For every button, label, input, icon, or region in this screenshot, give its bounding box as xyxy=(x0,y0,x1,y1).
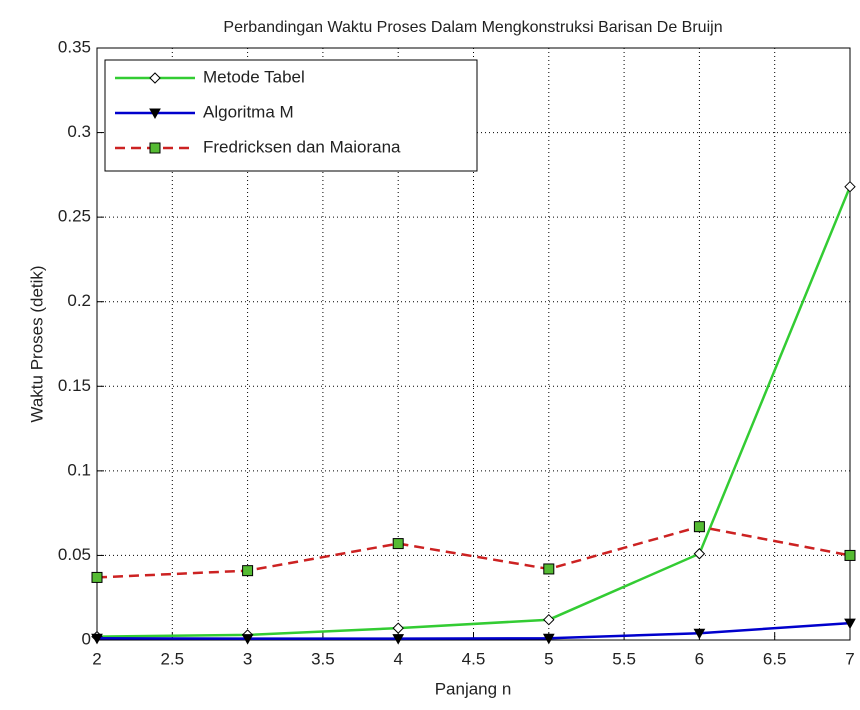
y-tick-label: 0.2 xyxy=(67,291,91,310)
marker xyxy=(92,572,102,582)
marker xyxy=(845,550,855,560)
x-tick-label: 2.5 xyxy=(160,649,184,668)
y-tick-label: 0.3 xyxy=(67,122,91,141)
y-axis-label: Waktu Proses (detik) xyxy=(27,265,46,422)
legend-marker xyxy=(150,143,160,153)
x-tick-label: 4.5 xyxy=(462,649,486,668)
x-tick-label: 5 xyxy=(544,649,553,668)
x-tick-label: 6 xyxy=(695,649,704,668)
marker xyxy=(243,566,253,576)
marker xyxy=(544,564,554,574)
legend-label: Fredricksen dan Maiorana xyxy=(203,137,401,156)
y-tick-label: 0.15 xyxy=(58,376,91,395)
legend-label: Metode Tabel xyxy=(203,67,305,86)
y-tick-label: 0.1 xyxy=(67,460,91,479)
y-tick-label: 0.05 xyxy=(58,545,91,564)
x-tick-label: 5.5 xyxy=(612,649,636,668)
x-tick-label: 3.5 xyxy=(311,649,335,668)
y-tick-label: 0.35 xyxy=(58,37,91,56)
chart: Perbandingan Waktu Proses Dalam Mengkons… xyxy=(0,0,860,710)
x-tick-label: 2 xyxy=(92,649,101,668)
y-tick-label: 0 xyxy=(82,629,91,648)
chart-title: Perbandingan Waktu Proses Dalam Mengkons… xyxy=(223,19,722,36)
y-tick-label: 0.25 xyxy=(58,207,91,226)
marker xyxy=(393,539,403,549)
x-tick-label: 3 xyxy=(243,649,252,668)
x-tick-label: 6.5 xyxy=(763,649,787,668)
x-axis-label: Panjang n xyxy=(435,679,512,698)
marker xyxy=(694,522,704,532)
x-tick-label: 7 xyxy=(845,649,854,668)
x-tick-label: 4 xyxy=(393,649,402,668)
legend-label: Algoritma M xyxy=(203,102,294,121)
